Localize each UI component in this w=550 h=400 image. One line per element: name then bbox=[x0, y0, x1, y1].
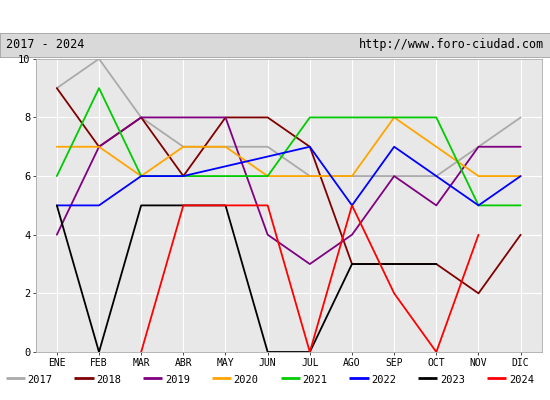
Text: 2018: 2018 bbox=[96, 375, 121, 385]
Text: 2022: 2022 bbox=[371, 375, 396, 385]
Text: 2021: 2021 bbox=[302, 375, 327, 385]
Text: 2017 - 2024: 2017 - 2024 bbox=[6, 38, 84, 51]
Text: 2019: 2019 bbox=[165, 375, 190, 385]
Text: 2020: 2020 bbox=[234, 375, 258, 385]
Text: 2017: 2017 bbox=[28, 375, 52, 385]
Text: 2023: 2023 bbox=[440, 375, 465, 385]
Text: http://www.foro-ciudad.com: http://www.foro-ciudad.com bbox=[359, 38, 544, 51]
Text: Evolucion del paro registrado en Villatoro: Evolucion del paro registrado en Villato… bbox=[117, 9, 433, 24]
Text: 2024: 2024 bbox=[509, 375, 534, 385]
